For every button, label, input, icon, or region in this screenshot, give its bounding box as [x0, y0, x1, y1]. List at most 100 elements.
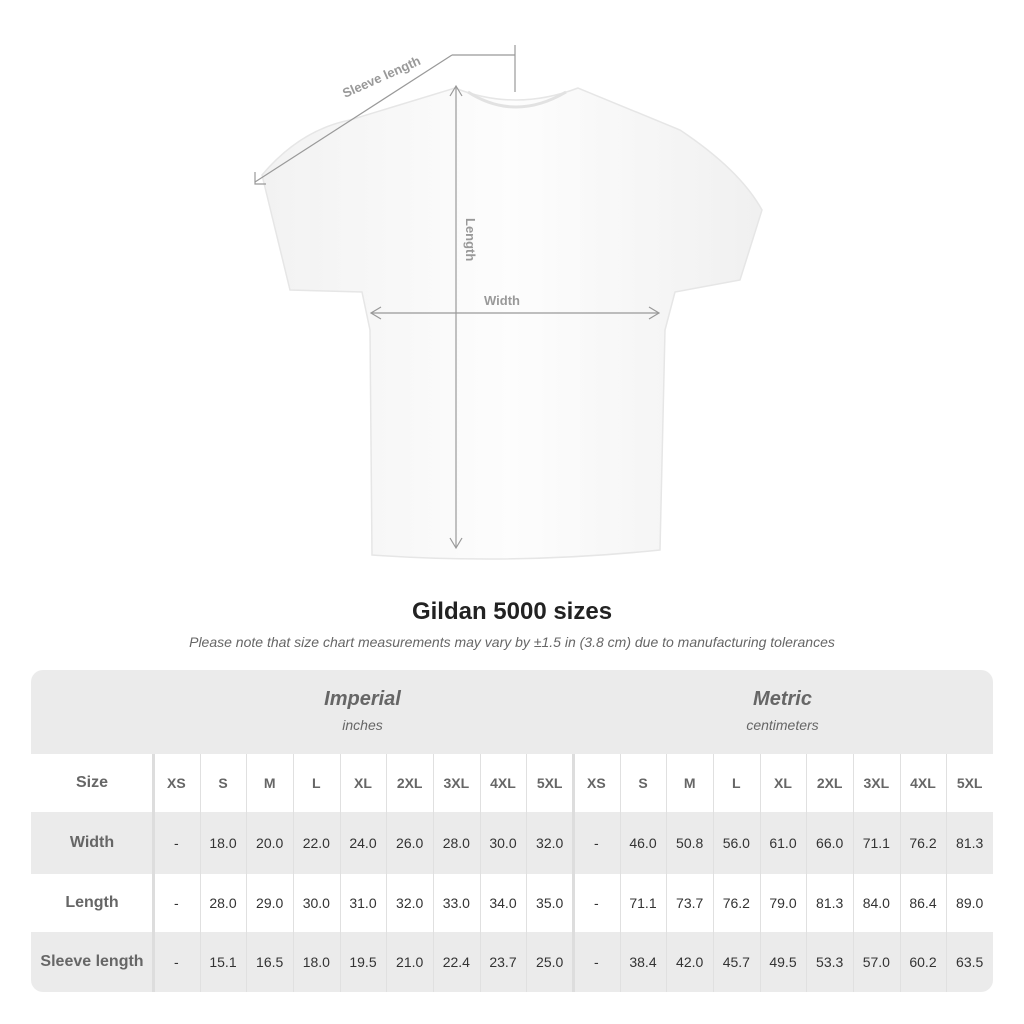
imperial-value: 21.0 [396, 954, 424, 970]
metric-value: 66.0 [816, 835, 844, 851]
imperial-value: - [173, 954, 179, 970]
imperial-value: 19.5 [349, 954, 377, 970]
metric-value: - [593, 835, 599, 851]
column-divider [199, 754, 201, 992]
metric-value: 60.2 [909, 954, 937, 970]
metric-value: 89.0 [956, 895, 984, 911]
size-column-header: 3XL [863, 775, 890, 791]
metric-value: 76.2 [909, 835, 937, 851]
column-divider [152, 754, 155, 992]
size-column-header: 5XL [956, 775, 983, 791]
column-divider [759, 754, 761, 992]
size-column-header: 4XL [490, 775, 516, 791]
metric-value: 57.0 [862, 954, 890, 970]
column-divider [946, 754, 948, 992]
metric-value: 81.3 [956, 835, 984, 851]
size-column-header: S [638, 775, 648, 791]
metric-value: 53.3 [816, 954, 844, 970]
metric-value: 79.0 [769, 895, 797, 911]
imperial-value: 22.0 [302, 835, 330, 851]
size-column-header: L [312, 775, 321, 791]
header-band [31, 670, 993, 754]
imperial-heading: Imperial [324, 688, 401, 710]
metric-heading: Metric [753, 688, 812, 710]
size-table: Imperial inches Metric centimeters Size X… [31, 670, 993, 992]
sleeve-measure-line [254, 54, 453, 183]
size-column-header: L [732, 775, 741, 791]
size-header: Size [75, 774, 108, 791]
imperial-unit: inches [342, 717, 383, 733]
width-label: Width [484, 293, 520, 308]
metric-value: 45.7 [722, 954, 750, 970]
imperial-value: 20.0 [256, 835, 284, 851]
imperial-value: 15.1 [209, 954, 237, 970]
metric-value: 61.0 [769, 835, 797, 851]
size-column-header: S [218, 775, 228, 791]
size-column-header: 4XL [910, 775, 936, 791]
metric-header: Metric centimeters [572, 670, 993, 754]
imperial-value: 32.0 [396, 895, 424, 911]
length-label: Length [463, 218, 478, 261]
imperial-value: 26.0 [396, 835, 424, 851]
metric-unit: centimeters [746, 717, 819, 733]
metric-value: 73.7 [676, 895, 704, 911]
metric-value: - [593, 895, 599, 911]
imperial-value: 18.0 [209, 835, 237, 851]
column-divider [899, 754, 901, 992]
metric-value: 71.1 [862, 835, 890, 851]
sleeve-length-label: Sleeve length [340, 53, 423, 101]
size-column-header: M [263, 775, 276, 791]
imperial-value: 34.0 [489, 895, 517, 911]
tshirt-shape [261, 87, 763, 560]
imperial-value: - [173, 895, 179, 911]
size-column-header: 2XL [816, 775, 843, 791]
metric-value: 50.8 [676, 835, 704, 851]
column-divider [386, 754, 388, 992]
row-label: Width [69, 834, 115, 851]
row-label: Length [65, 894, 119, 911]
metric-value: 42.0 [676, 954, 704, 970]
column-divider [293, 754, 294, 992]
size-column-header: 2XL [396, 775, 423, 791]
imperial-value: 16.5 [256, 954, 284, 970]
metric-value: 38.4 [629, 954, 657, 970]
imperial-value: 25.0 [536, 954, 564, 970]
imperial-value: 22.4 [442, 954, 470, 970]
size-column-header: XS [586, 775, 606, 791]
size-column-header: XL [774, 775, 792, 791]
imperial-value: 31.0 [349, 895, 377, 911]
metric-value: 63.5 [956, 954, 984, 970]
size-column-header: XS [166, 775, 186, 791]
imperial-header: Imperial inches [153, 670, 572, 754]
column-divider [853, 754, 854, 992]
column-divider [666, 754, 668, 992]
column-divider [246, 754, 248, 992]
column-divider [806, 754, 808, 992]
metric-value: - [593, 954, 599, 970]
column-divider [479, 754, 481, 992]
metric-value: 49.5 [769, 954, 797, 970]
row-band [31, 932, 993, 992]
column-divider [339, 754, 341, 992]
imperial-value: 30.0 [302, 895, 330, 911]
metric-value: 46.0 [629, 835, 657, 851]
imperial-value: 18.0 [302, 954, 330, 970]
metric-value: 76.2 [722, 895, 750, 911]
size-column-header: XL [354, 775, 372, 791]
size-column-header: M [683, 775, 696, 791]
imperial-value: 32.0 [536, 835, 564, 851]
imperial-value: 30.0 [489, 835, 517, 851]
tshirt-diagram: Sleeve length Length Width [254, 45, 763, 560]
imperial-value: 35.0 [536, 895, 564, 911]
chart-title: Gildan 5000 sizes [411, 598, 613, 625]
metric-value: 86.4 [909, 895, 937, 911]
metric-value: 84.0 [862, 895, 890, 911]
imperial-value: 23.7 [489, 954, 517, 970]
imperial-value: 28.0 [442, 835, 470, 851]
size-column-header: 5XL [536, 775, 563, 791]
column-divider [433, 754, 434, 992]
row-label: Sleeve length [40, 953, 144, 970]
tolerance-note: Please note that size chart measurements… [189, 634, 835, 650]
imperial-value: 29.0 [256, 895, 284, 911]
column-divider [619, 754, 621, 992]
